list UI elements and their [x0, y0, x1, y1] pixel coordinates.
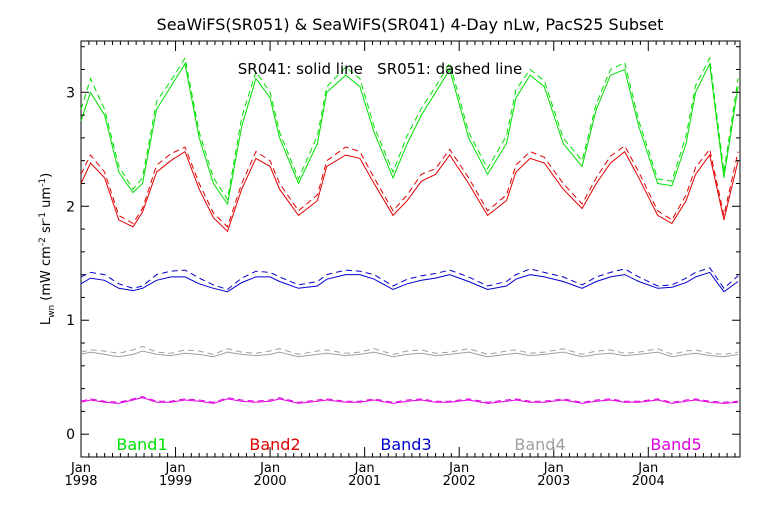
x-tick-label-month: Jan [165, 461, 186, 476]
legend-label-band2: Band2 [249, 435, 300, 454]
series-line-band1-sr041 [80, 62, 739, 206]
legend-label-band3: Band3 [380, 435, 431, 454]
series-line-band1-sr051 [80, 56, 739, 201]
series-lines [80, 56, 739, 404]
y-axis-label-subscript: wn [47, 305, 57, 318]
y-axis-ticks: 0 1 2 3 [66, 46, 740, 443]
y-axis-label-exp2: -1 [38, 212, 48, 221]
y-tick-label: 1 [66, 313, 75, 329]
y-axis-label-close: ) [39, 173, 54, 178]
series-line-band4-sr051 [80, 345, 739, 355]
x-tick-label-year: 2004 [632, 474, 665, 489]
y-tick-label: 0 [66, 427, 75, 443]
line-style-annotation: SR041: solid line SR051: dashed line [238, 60, 522, 78]
x-tick-label-month: Jan [448, 461, 469, 476]
y-tick-label: 3 [66, 85, 75, 101]
legend-label-band1: Band1 [116, 435, 167, 454]
y-axis-label-mid1: sr [39, 220, 54, 237]
x-tick-label-month: Jan [259, 461, 280, 476]
x-tick-label-month: Jan [70, 461, 91, 476]
x-tick-label-month: Jan [354, 461, 375, 476]
y-axis-label-open: (mW cm [39, 246, 54, 305]
legend-label-band5: Band5 [650, 435, 701, 454]
chart-title: SeaWiFS(SR051) & SeaWiFS(SR041) 4-Day nL… [157, 15, 664, 34]
x-tick-label-year: 2001 [348, 474, 381, 489]
x-axis-ticks: Jan1998Jan1999Jan2000Jan2001Jan2002Jan20… [64, 41, 736, 489]
series-line-band3-sr041 [80, 271, 739, 293]
y-axis-label: Lwn (mW cm-2 sr-1 um-1) [38, 173, 57, 325]
x-tick-label-year: 1998 [64, 474, 97, 489]
y-tick-label: 2 [66, 199, 75, 215]
y-axis-label-mid2: um [39, 187, 54, 212]
y-axis-label-symbol: L [39, 317, 54, 325]
x-tick-label-month: Jan [543, 461, 564, 476]
x-tick-label-year: 2002 [443, 474, 476, 489]
legend: Band1 Band2 Band3 Band4 Band5 [116, 435, 701, 454]
x-tick-label-year: 2003 [537, 474, 570, 489]
series-line-band3-sr051 [80, 267, 739, 291]
plot-frame [80, 40, 741, 458]
y-axis-label-exp3: -1 [38, 178, 48, 187]
series-line-band5-sr051 [80, 396, 739, 403]
x-tick-label-year: 1999 [159, 474, 192, 489]
x-tick-label-year: 2000 [254, 474, 287, 489]
x-tick-label-month: Jan [637, 461, 658, 476]
series-line-band2-sr041 [80, 150, 739, 233]
series-line-band4-sr041 [80, 350, 739, 358]
legend-label-band4: Band4 [514, 435, 565, 454]
series-line-band5-sr041 [80, 397, 739, 404]
y-axis-label-exp1: -2 [38, 237, 48, 246]
series-line-band2-sr051 [80, 145, 739, 228]
